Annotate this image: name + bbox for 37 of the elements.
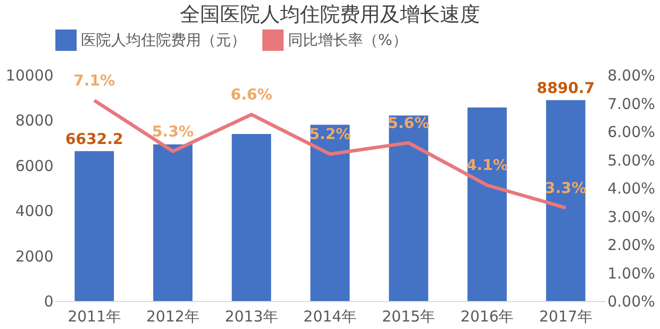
y2-tick-label: 4.00% xyxy=(608,180,656,198)
y-tick-label: 10000 xyxy=(6,66,54,84)
legend-label: 同比增长率（%） xyxy=(288,31,408,50)
legend-label: 医院人均住院费用（元） xyxy=(81,31,246,50)
bar xyxy=(153,144,192,301)
bar xyxy=(388,115,428,301)
y2-tick-label: 3.00% xyxy=(608,208,656,226)
data-label: 6.6% xyxy=(230,86,272,104)
y2-tick-label: 2.00% xyxy=(608,236,656,254)
y-tick-label: 6000 xyxy=(15,156,54,175)
x-tick-label: 2014年 xyxy=(303,308,357,326)
x-tick-label: 2011年 xyxy=(68,308,121,326)
bar xyxy=(310,124,350,301)
bar xyxy=(468,108,507,301)
bar xyxy=(74,151,114,301)
bar xyxy=(232,134,272,301)
x-tick-label: 2016年 xyxy=(460,308,514,326)
y2-tick-label: 7.00% xyxy=(608,94,656,113)
x-tick-label: 2015年 xyxy=(382,308,436,326)
y2-tick-label: 0.00% xyxy=(608,292,656,310)
y2-tick-label: 5.00% xyxy=(608,151,656,170)
bar xyxy=(546,100,586,301)
data-label: 6632.2 xyxy=(65,130,124,148)
y-tick-label: 2000 xyxy=(15,247,54,266)
x-tick-label: 2013年 xyxy=(224,308,278,326)
data-label: 5.3% xyxy=(152,122,194,140)
y2-tick-label: 6.00% xyxy=(608,123,656,141)
x-tick-label: 2017年 xyxy=(539,308,592,326)
x-tick-label: 2012年 xyxy=(146,308,200,326)
data-label: 7.1% xyxy=(73,71,116,90)
chart-title: 全国医院人均住院费用及增长速度 xyxy=(180,2,480,26)
y-tick-label: 4000 xyxy=(15,202,54,220)
y2-tick-label: 1.00% xyxy=(608,264,656,282)
y2-tick-label: 8.00% xyxy=(608,66,656,84)
y-tick-label: 8000 xyxy=(15,112,54,130)
data-label: 8890.7 xyxy=(536,79,595,98)
y-tick-label: 0 xyxy=(44,292,54,310)
